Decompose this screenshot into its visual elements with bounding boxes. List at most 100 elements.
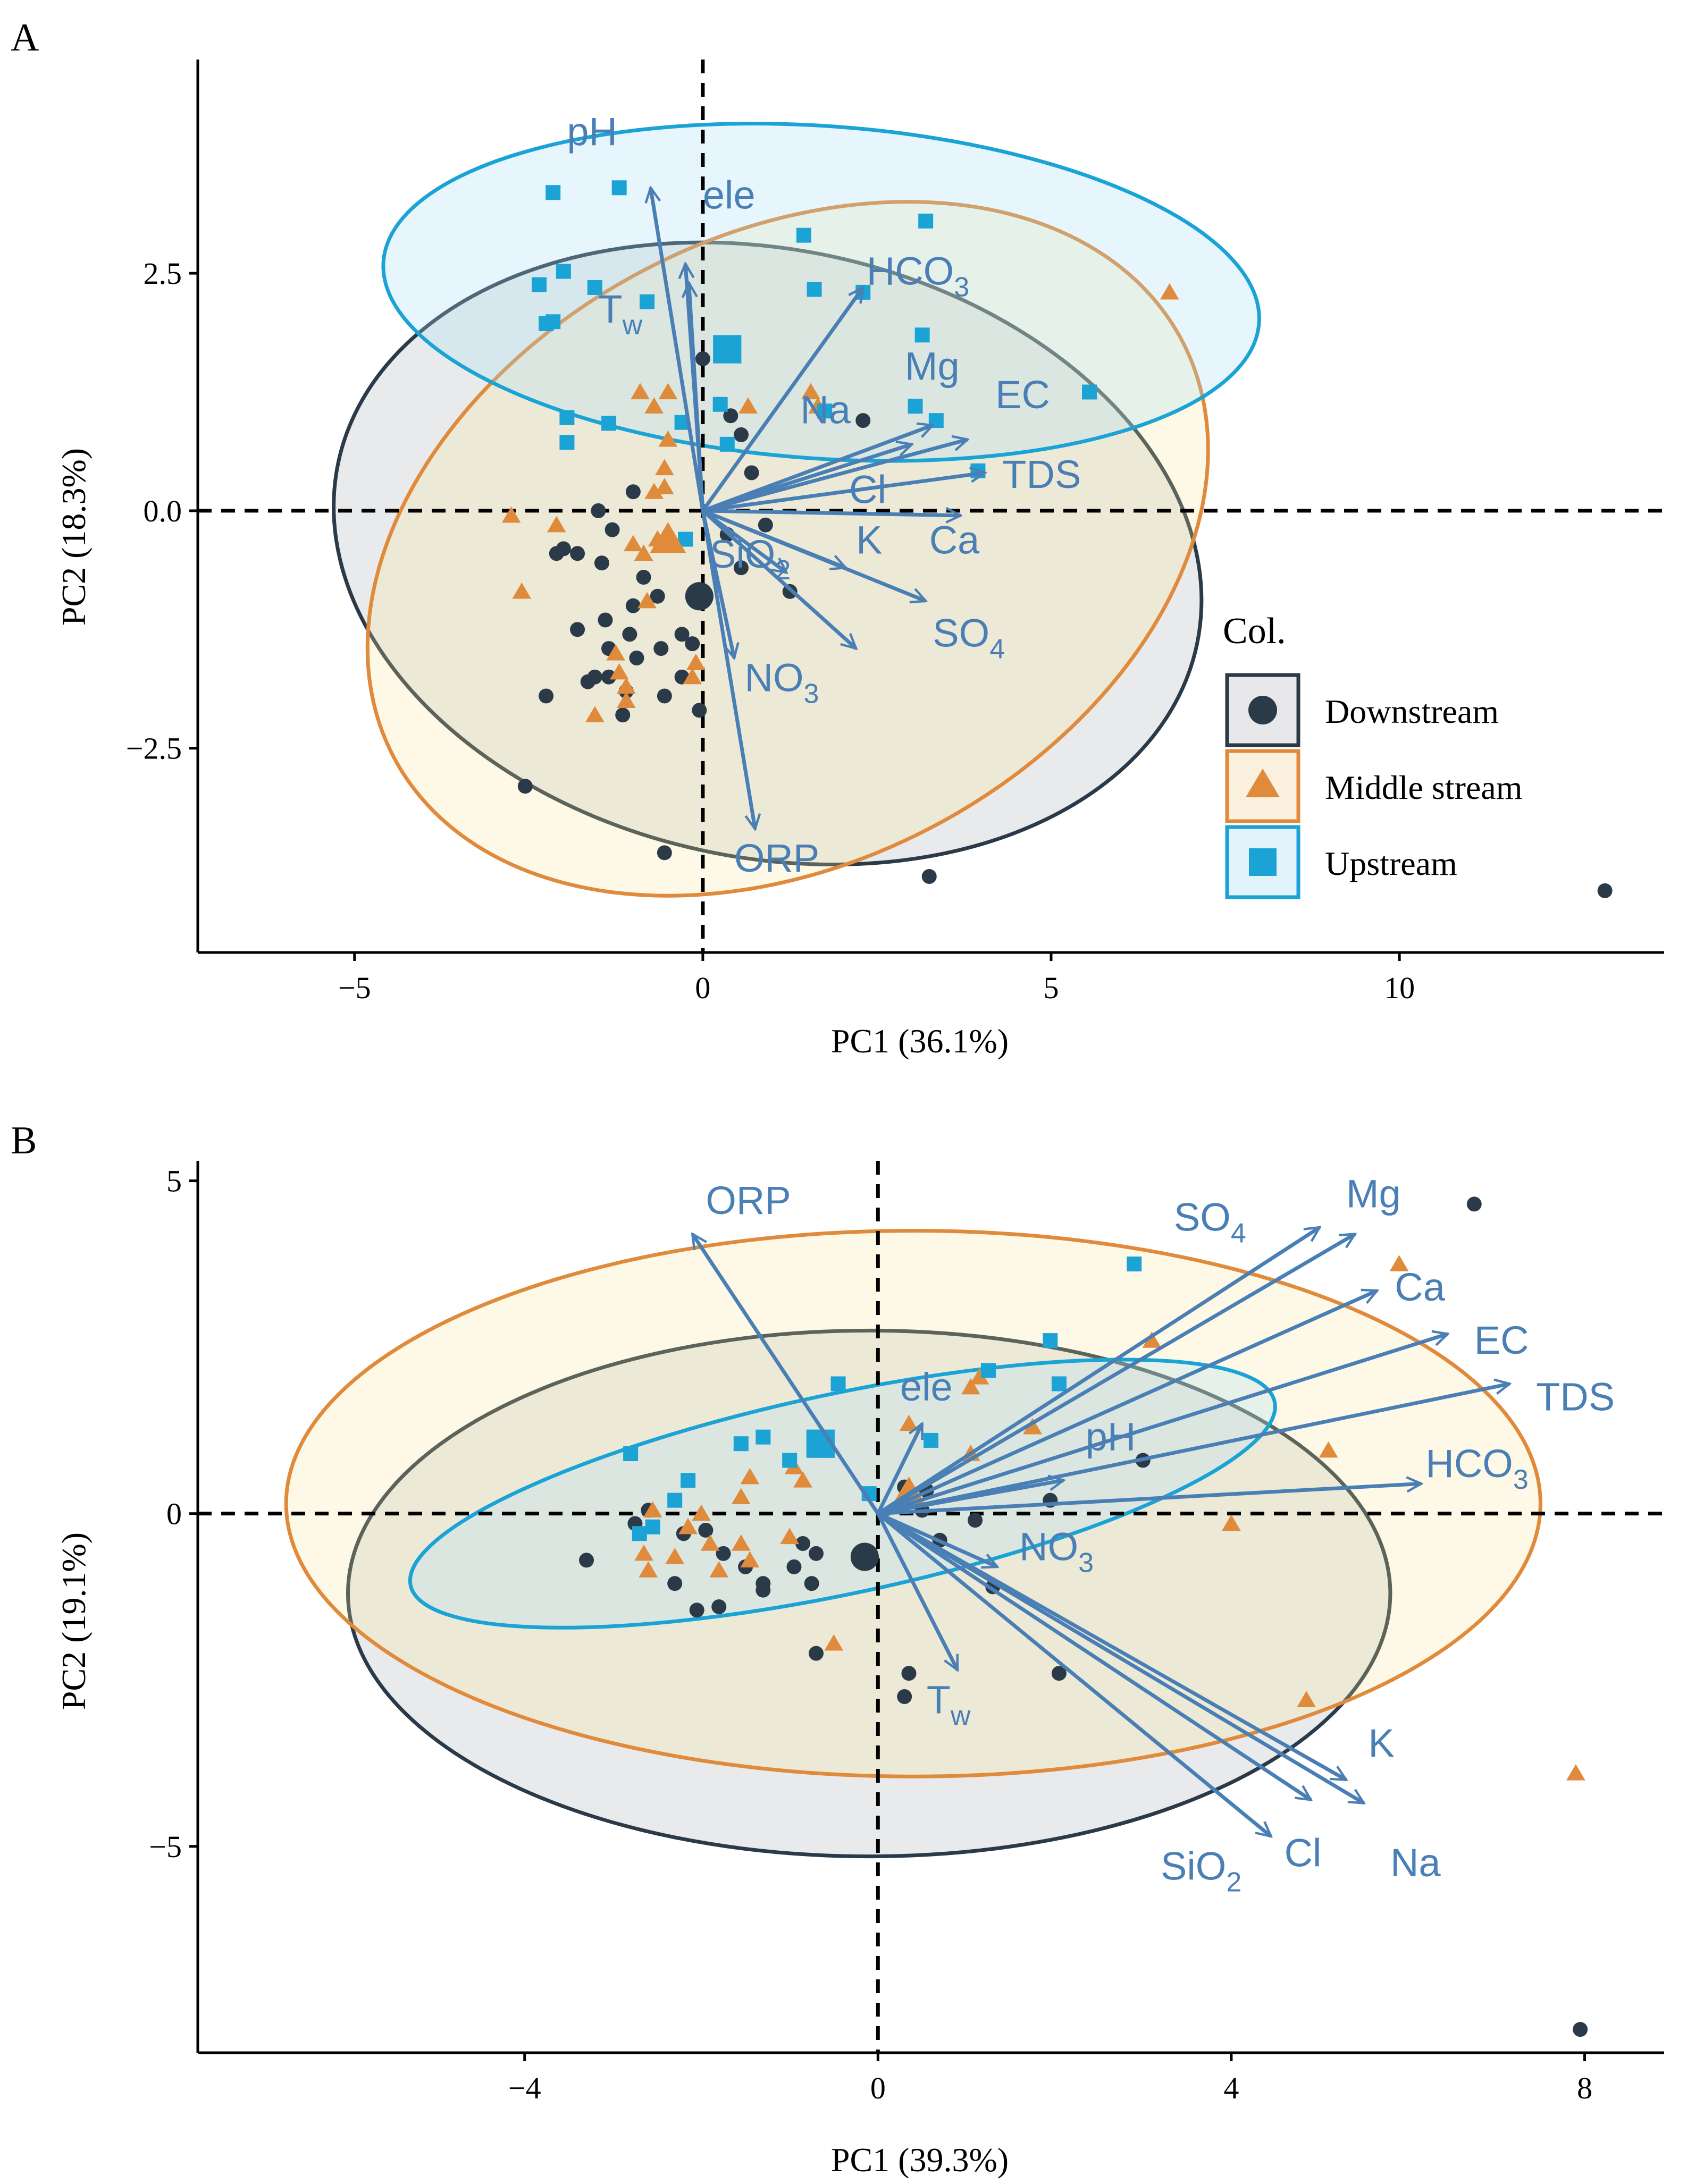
plot-a-loading-arrow: [702, 444, 912, 513]
plot-a-point-downstream: [570, 622, 585, 637]
plot-b-loading-arrow: [877, 1512, 1364, 1805]
plot-b-ellipse-upstream: [408, 1357, 1277, 1630]
plot-a-point-upstream: [545, 314, 561, 330]
legend-label-upstream: Upstream: [1325, 845, 1457, 882]
plot-b-point-middle: [1319, 1441, 1338, 1458]
plot-a-point-downstream: [758, 517, 773, 533]
plot-a-point-downstream: [733, 560, 749, 576]
plot-a-point-middle: [683, 668, 702, 685]
plot-a-point-downstream: [733, 427, 749, 442]
plot-a-point-downstream: [692, 703, 707, 718]
plot-a-point-downstream: [549, 546, 564, 561]
plot-b-loading-label: SiO2: [1161, 1844, 1241, 1898]
plot-b-x-tick-label: 4: [1223, 2071, 1239, 2105]
plot-b-loading-label: EC: [1474, 1318, 1529, 1362]
panel-b-letter: B: [11, 1119, 37, 1162]
plot-b-loading-label: pH: [1086, 1415, 1136, 1459]
legend-label-downstream: Downstream: [1325, 693, 1499, 730]
plot-a-point-middle: [609, 663, 629, 680]
plot-a-point-downstream: [591, 503, 606, 518]
plot-b-loading-label: TDS: [1536, 1375, 1615, 1419]
plot-a-x-axis-label: PC1 (36.1%): [831, 1022, 1009, 1060]
plot-b-y-tick-label: 0: [166, 1497, 182, 1531]
plot-a-point-upstream: [817, 403, 833, 419]
plot-b-point-downstream: [897, 1689, 912, 1705]
plot-b-point-middle: [634, 1544, 653, 1561]
plot-b-loading-arrow: [877, 1226, 1320, 1515]
plot-a-x-tick-label: −5: [338, 971, 371, 1005]
plot-b-point-downstream: [901, 1666, 917, 1681]
plot-a-point-downstream: [695, 351, 710, 366]
plot-b-point-middle: [1142, 1331, 1162, 1348]
plot-b-loading-label: Tw: [927, 1677, 971, 1731]
plot-b-point-upstream: [782, 1453, 798, 1468]
plot-b-point-middle: [731, 1534, 751, 1551]
plot-b-point-downstream: [756, 1582, 771, 1598]
plot-a-loading-label: TDS: [1002, 452, 1081, 496]
plot-a-ellipse-middle: [365, 200, 1210, 898]
plot-a-point-middle: [585, 706, 605, 722]
plot-a-point-downstream: [622, 627, 637, 642]
plot-b-loading-label: ele: [900, 1365, 953, 1409]
plot-a-point-downstream: [636, 570, 651, 585]
plot-b-loading-label: Ca: [1395, 1265, 1445, 1309]
plot-a-loading-label: pH: [567, 109, 617, 154]
plot-a-point-downstream: [1597, 883, 1613, 898]
plot-b-centroid-downstream: [850, 1542, 879, 1571]
plot-a-loading-label: ele: [703, 173, 756, 217]
plot-a-point-middle: [616, 677, 636, 694]
plot-a-x-tick-label: 5: [1044, 971, 1059, 1005]
plot-b-point-middle: [824, 1634, 844, 1651]
plot-a-point-downstream: [723, 408, 738, 424]
legend-marker-upstream: [1249, 848, 1277, 876]
plot-a-point-middle: [616, 692, 636, 708]
plot-a-point-middle: [606, 644, 625, 661]
plot-b-point-upstream: [623, 1446, 639, 1461]
plot-a-ellipse-downstream: [332, 240, 1204, 867]
plot-b-point-middle: [709, 1561, 729, 1578]
plot-b-point-middle: [1297, 1691, 1316, 1707]
plot-a-point-downstream: [650, 588, 665, 604]
plot-a-point-upstream: [559, 435, 575, 450]
plot-b-loading-arrow: [876, 1513, 959, 1670]
legend-title: Col.: [1223, 611, 1286, 652]
plot-b-loading-label: NO3: [1019, 1524, 1094, 1578]
plot-a-point-upstream: [545, 185, 561, 200]
plot-b-point-upstream: [1127, 1257, 1142, 1272]
plot-a-point-upstream: [807, 282, 822, 297]
plot-b-point-middle: [692, 1504, 711, 1521]
plot-a-loading-arrow: [689, 283, 705, 511]
plot-b-loading-arrow: [876, 1424, 924, 1515]
plot-b-x-tick-label: 0: [870, 2071, 886, 2105]
plot-a-point-downstream: [657, 688, 672, 704]
plot-b-point-middle: [961, 1378, 980, 1395]
plot-a-centroid-middle: [650, 522, 686, 553]
plot-a-point-downstream: [594, 555, 609, 571]
plot-a-point-upstream: [712, 397, 728, 412]
plot-b-point-middle: [780, 1528, 800, 1545]
plot-a-point-middle: [658, 383, 678, 400]
plot-a-centroid-downstream: [685, 582, 714, 611]
plot-a-loading-arrow: [701, 510, 755, 829]
plot-a-point-downstream: [615, 707, 631, 723]
plot-b-point-middle: [1023, 1418, 1042, 1435]
plot-a-point-middle: [686, 653, 706, 670]
legend-item-upstream: Upstream: [1225, 825, 1457, 899]
plot-a-loading-arrow: [702, 511, 961, 516]
plot-b-point-downstream: [1573, 2022, 1588, 2037]
plot-a-point-downstream: [674, 627, 690, 642]
plot-b-point-downstream: [711, 1599, 727, 1614]
plot-b-point-downstream: [968, 1513, 983, 1528]
plot-b-point-middle: [678, 1517, 698, 1534]
plot-a-loading-arrow: [701, 509, 856, 648]
plot-a-x-tick-label: 0: [695, 971, 710, 1005]
plot-a-centroid-upstream: [713, 335, 742, 364]
legend-marker-middle: [1246, 769, 1280, 797]
plot-a-y-tick-label: 2.5: [144, 256, 182, 291]
plot-b-point-downstream: [786, 1559, 802, 1574]
plot-b-point-upstream: [632, 1526, 647, 1541]
plot-b-loading-arrow: [877, 1512, 997, 1567]
plot-a-point-upstream: [914, 327, 930, 343]
